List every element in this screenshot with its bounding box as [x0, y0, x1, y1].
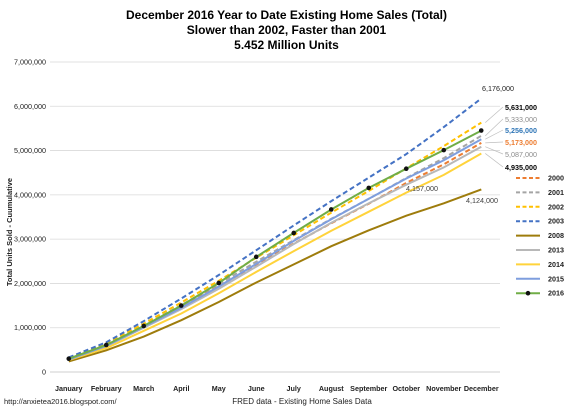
series-marker-2016	[178, 303, 184, 308]
legend-label-2015: 2015	[548, 274, 564, 283]
x-tick-label: February	[91, 384, 122, 393]
x-tick-label: July	[287, 384, 301, 393]
series-line-2014	[68, 152, 482, 361]
legend-label-2000: 2000	[548, 174, 564, 183]
annotation-leader	[485, 106, 504, 123]
series-line-2016	[68, 129, 482, 360]
series-marker-2016	[478, 128, 484, 133]
y-axis-label: Total Units Sold - Cuumulative	[5, 178, 14, 286]
series-line-2003	[68, 97, 482, 359]
x-axis-label: FRED data - Existing Home Sales Data	[232, 397, 372, 406]
y-tick-label: 5,000,000	[14, 146, 46, 155]
x-tick-label: April	[173, 384, 189, 393]
annotation-leader	[485, 153, 504, 168]
series-lines	[68, 97, 482, 363]
annotation-label: 4,935,000	[505, 163, 537, 172]
annotation-label: 5,087,000	[505, 150, 537, 159]
series-line-2015	[68, 138, 482, 361]
x-tick-label: September	[350, 384, 387, 393]
y-tick-label: 2,000,000	[14, 279, 46, 288]
annotation-leader	[485, 141, 504, 144]
series-markers	[66, 128, 484, 362]
legend-label-2001: 2001	[548, 188, 564, 197]
x-tick-label: December	[464, 384, 499, 393]
annotation-label: 6,176,000	[482, 84, 514, 93]
series-marker-2016	[403, 166, 409, 172]
series-marker-2016	[103, 342, 109, 348]
chart-subtitle-1: Slower than 2002, Faster than 2001	[186, 23, 387, 37]
annotations: 6,176,000 5,631,000 5,333,000 5,256,000 5,17…	[406, 84, 537, 205]
legend-label-2014: 2014	[548, 260, 564, 269]
series-marker-2016	[216, 280, 222, 286]
legend-label-2002: 2002	[548, 202, 564, 211]
chart-subtitle-2: 5.452 Million Units	[234, 38, 339, 52]
x-tick-labels: January February March April May June July Augu…	[55, 384, 499, 393]
annotation-label: 5,256,000	[505, 126, 537, 135]
y-tick-label: 6,000,000	[14, 102, 46, 111]
x-tick-label: March	[133, 384, 154, 393]
x-tick-label: May	[212, 384, 226, 393]
series-marker-2016	[328, 207, 334, 212]
series-marker-2016	[366, 185, 372, 191]
legend: 2000 2001 2002 2003 2008 2013 2014 2015 2016	[516, 174, 564, 298]
annotation-label: 5,173,000	[505, 138, 537, 147]
series-line-2002	[68, 121, 482, 360]
legend-label-2003: 2003	[548, 217, 564, 226]
series-marker-2016	[253, 254, 259, 260]
legend-label-2013: 2013	[548, 246, 564, 255]
legend-label-2016: 2016	[548, 289, 564, 298]
x-tick-label: January	[55, 384, 83, 393]
annotation-leader	[485, 129, 504, 140]
gridlines	[50, 61, 500, 373]
y-tick-label: 7,000,000	[14, 58, 46, 67]
x-tick-label: November	[426, 384, 461, 393]
annotation-label: 5,333,000	[505, 115, 537, 124]
x-tick-label: August	[319, 384, 344, 393]
series-marker-2016	[291, 230, 297, 236]
annotation-label: 4,124,000	[466, 196, 498, 205]
y-tick-label: 3,000,000	[14, 235, 46, 244]
legend-marker-2016	[525, 290, 531, 296]
series-marker-2016	[441, 147, 447, 153]
legend-label-2008: 2008	[548, 231, 564, 240]
series-line-2008	[68, 188, 482, 363]
series-marker-2016	[141, 323, 147, 329]
annotation-leader	[485, 146, 504, 155]
annotation-label: 5,631,000	[505, 103, 537, 112]
y-tick-label: 4,000,000	[14, 190, 46, 199]
annotation-label: 4,157,000	[406, 184, 438, 193]
y-tick-label: 0	[42, 368, 46, 377]
chart-title: December 2016 Year to Date Existing Home…	[125, 8, 448, 22]
annotation-leader	[485, 118, 504, 137]
x-tick-label: October	[392, 384, 420, 393]
source-url: http://anxietea2016.blogspot.com/	[4, 397, 117, 406]
y-tick-labels: 0 1,000,000 2,000,000 3,000,000 4,000,000 5,0…	[14, 58, 46, 377]
x-tick-label: June	[248, 384, 265, 393]
y-tick-label: 1,000,000	[14, 323, 46, 332]
series-marker-2016	[66, 356, 72, 362]
